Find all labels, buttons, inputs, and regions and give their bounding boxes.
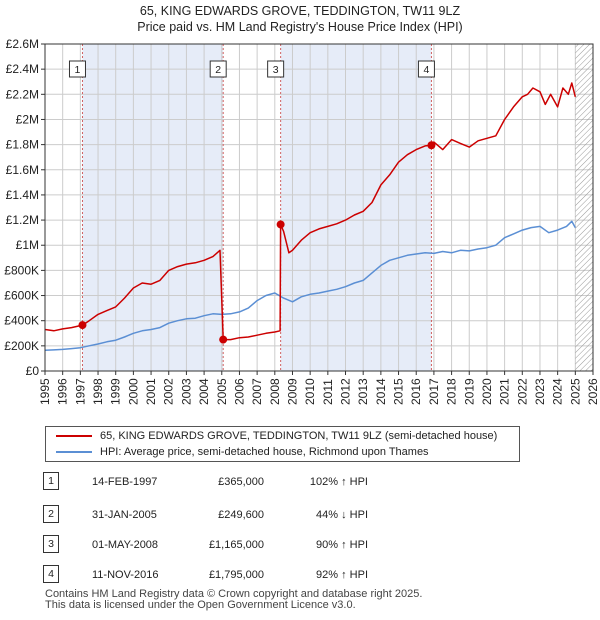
- legend: 65, KING EDWARDS GROVE, TEDDINGTON, TW11…: [45, 426, 520, 462]
- x-tick-label: 2005: [215, 378, 229, 405]
- property-price-line: [45, 82, 577, 341]
- y-tick-label: £1.8M: [6, 138, 39, 152]
- transaction-date: 01-MAY-2008: [92, 539, 159, 551]
- sale-point: [427, 141, 436, 150]
- transaction-hpi: 90% ↑ HPI: [316, 539, 368, 551]
- chart-subtitle: Price paid vs. HM Land Registry's House …: [137, 20, 463, 34]
- shaded-range: [82, 44, 224, 371]
- x-tick-label: 2026: [586, 378, 600, 405]
- x-tick-label: 2017: [427, 378, 441, 405]
- y-tick-label: £2.2M: [6, 87, 39, 101]
- transaction-number: 1: [43, 472, 59, 490]
- y-tick-label: £200K: [4, 339, 39, 353]
- plot-frame: [44, 43, 594, 372]
- footer-copyright: Contains HM Land Registry data © Crown c…: [45, 588, 423, 600]
- y-tick-label: £1.4M: [6, 188, 39, 202]
- shaded-range: [280, 44, 432, 371]
- transaction-price: £1,795,000: [208, 569, 264, 581]
- transaction-hpi: 102% ↑ HPI: [309, 476, 368, 488]
- transaction-hpi: 92% ↑ HPI: [316, 569, 368, 581]
- legend-label-property: 65, KING EDWARDS GROVE, TEDDINGTON, TW11…: [100, 430, 498, 442]
- sale-badge: [68, 60, 86, 78]
- x-tick-label: 1996: [56, 378, 70, 405]
- transaction-row: 4 11-NOV-2016 £1,795,000 92% ↑ HPI: [0, 565, 600, 584]
- x-tick-label: 2003: [179, 378, 193, 405]
- x-tick-label: 1999: [109, 378, 123, 405]
- sale-badge: [417, 60, 435, 78]
- x-tick-label: 2009: [285, 378, 299, 405]
- x-tick-label: 2022: [515, 378, 529, 405]
- x-tick-label: 2008: [268, 378, 282, 405]
- y-tick-label: £2.6M: [6, 37, 39, 51]
- sale-point: [219, 335, 228, 344]
- legend-item-hpi: HPI: Average price, semi-detached house,…: [56, 444, 429, 460]
- transaction-row: 3 01-MAY-2008 £1,165,000 90% ↑ HPI: [0, 535, 600, 554]
- transaction-date: 14-FEB-1997: [92, 476, 158, 488]
- x-tick-label: 2019: [462, 378, 476, 405]
- y-tick-label: £2.4M: [6, 62, 39, 76]
- y-tick-label: £600K: [4, 289, 39, 303]
- x-tick-label: 2007: [250, 378, 264, 405]
- sale-badge-label: 3: [273, 64, 279, 76]
- y-tick-label: £1.6M: [6, 163, 39, 177]
- transaction-row: 2 31-JAN-2005 £249,600 44% ↓ HPI: [0, 505, 600, 524]
- x-tick-label: 2006: [232, 378, 246, 405]
- x-tick-label: 2014: [374, 378, 388, 405]
- x-tick-label: 2001: [144, 378, 158, 405]
- x-tick-label: 2012: [339, 378, 353, 405]
- x-tick-label: 2023: [533, 378, 547, 405]
- transaction-row: 1 14-FEB-1997 £365,000 102% ↑ HPI: [0, 472, 600, 491]
- x-tick-label: 2004: [197, 378, 211, 405]
- transaction-date: 31-JAN-2005: [92, 509, 157, 521]
- x-tick-label: 2021: [498, 378, 512, 405]
- sale-badge: [209, 60, 227, 78]
- x-tick-label: 2015: [392, 378, 406, 405]
- legend-item-property: 65, KING EDWARDS GROVE, TEDDINGTON, TW11…: [56, 428, 497, 444]
- y-tick-label: £800K: [4, 263, 39, 277]
- x-tick-label: 2010: [303, 378, 317, 405]
- x-tick-label: 2016: [409, 378, 423, 405]
- transaction-number: 2: [43, 505, 59, 523]
- sale-badge: [267, 60, 285, 78]
- transaction-number: 3: [43, 535, 59, 553]
- y-tick-label: £1M: [16, 238, 39, 252]
- x-tick-label: 2011: [321, 379, 335, 405]
- legend-label-hpi: HPI: Average price, semi-detached house,…: [100, 446, 429, 458]
- legend-swatch-property: [56, 435, 92, 438]
- transaction-number: 4: [43, 565, 59, 583]
- sale-point: [78, 321, 87, 330]
- transaction-date: 11-NOV-2016: [92, 569, 159, 581]
- transaction-price: £365,000: [218, 476, 264, 488]
- sale-point: [276, 220, 285, 229]
- x-tick-label: 2024: [551, 378, 565, 405]
- y-tick-label: £1.2M: [6, 213, 39, 227]
- x-tick-label: 1998: [91, 378, 105, 405]
- sale-badge-label: 4: [424, 64, 430, 76]
- x-tick-label: 2018: [445, 378, 459, 405]
- x-tick-label: 2000: [126, 378, 140, 405]
- y-tick-label: £0: [26, 364, 40, 378]
- x-tick-label: 2025: [568, 378, 582, 405]
- y-tick-label: £400K: [4, 314, 39, 328]
- hpi-line: [45, 220, 576, 351]
- forecast-hatch: [575, 44, 593, 371]
- x-tick-label: 2013: [356, 378, 370, 405]
- footer-licence: This data is licensed under the Open Gov…: [45, 599, 356, 611]
- transaction-price: £1,165,000: [208, 539, 264, 551]
- x-tick-label: 2020: [480, 378, 494, 405]
- x-tick-label: 1995: [38, 378, 52, 405]
- sale-badge-label: 2: [215, 64, 221, 76]
- x-tick-label: 2002: [162, 378, 176, 405]
- y-tick-label: £2M: [16, 112, 39, 126]
- transaction-hpi: 44% ↓ HPI: [316, 509, 368, 521]
- chart-title: 65, KING EDWARDS GROVE, TEDDINGTON, TW11…: [139, 4, 461, 18]
- legend-swatch-hpi: [56, 451, 92, 454]
- price-chart: 1 2 3 4 £0 £200K £400K £600K £800K £1M £1.2M £1.4M…: [4, 37, 600, 405]
- transaction-price: £249,600: [218, 509, 264, 521]
- x-tick-label: 1997: [73, 378, 87, 405]
- sale-badge-label: 1: [75, 64, 81, 76]
